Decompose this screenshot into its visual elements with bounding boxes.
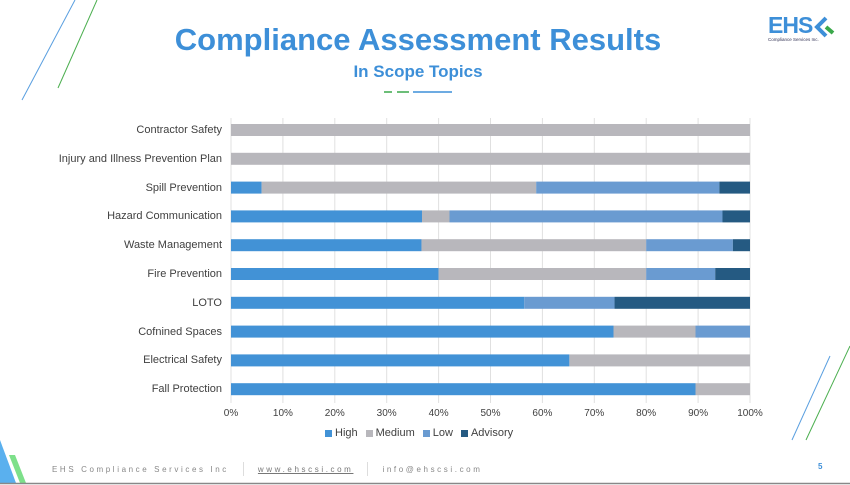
footer-company: EHS Compliance Services Inc xyxy=(52,464,229,474)
footer-website-link[interactable]: www.ehscsi.com xyxy=(257,464,354,474)
x-tick-label: 100% xyxy=(737,408,763,419)
bar-high-segment xyxy=(231,325,614,338)
footer-divider xyxy=(367,462,369,476)
legend-swatch xyxy=(422,429,430,437)
legend-label: Medium xyxy=(375,427,415,439)
bar-low-segment xyxy=(524,296,615,309)
category-label: Fall Protection xyxy=(151,383,222,396)
category-label: Cofnined Spaces xyxy=(138,325,222,338)
bar-low-segment xyxy=(695,325,750,338)
bar-medium-segment xyxy=(695,383,750,396)
category-label: Contractor Safety xyxy=(136,124,222,136)
bar-advisory-segment xyxy=(719,181,750,194)
legend-swatch xyxy=(365,429,373,437)
x-tick-label: 40% xyxy=(428,408,449,419)
legend-item: Medium xyxy=(365,427,415,439)
bar-medium-segment xyxy=(421,239,647,252)
category-label: LOTO xyxy=(192,296,222,309)
company-logo: EHS Compliance Services Inc. xyxy=(768,14,836,50)
bar-high-segment xyxy=(231,181,262,194)
category-label: Waste Management xyxy=(123,239,222,252)
x-tick-label: 80% xyxy=(636,408,657,419)
category-label: Fire Prevention xyxy=(147,268,222,280)
bar-high-segment xyxy=(231,239,422,252)
logo-text: EHS xyxy=(768,12,813,38)
bar-medium-segment xyxy=(569,354,750,367)
page-subtitle: In Scope Topics xyxy=(353,62,483,81)
legend-swatch xyxy=(460,429,468,437)
bar-medium-segment xyxy=(438,268,647,280)
footer-divider xyxy=(242,462,244,476)
chart-legend: High Medium Low Advisory xyxy=(325,427,513,439)
x-tick-label: 0% xyxy=(223,408,239,419)
decor-line-blue-bottom xyxy=(791,355,831,441)
category-label: Spill Prevention xyxy=(145,181,222,194)
page-number: 5 xyxy=(818,462,823,471)
bar-advisory-segment xyxy=(732,239,750,252)
bar-low-segment xyxy=(536,181,720,194)
decor-line-blue-top xyxy=(21,0,76,101)
legend-label: Low xyxy=(432,427,453,439)
bar-medium-segment xyxy=(231,124,750,136)
x-tick-label: 70% xyxy=(584,408,605,419)
x-tick-label: 10% xyxy=(272,408,293,419)
bar-low-segment xyxy=(449,210,723,223)
bar-low-segment xyxy=(646,268,716,280)
bar-high-segment xyxy=(231,296,525,309)
bar-low-segment xyxy=(646,239,733,252)
x-tick-label: 20% xyxy=(324,408,345,419)
bar-advisory-segment xyxy=(614,296,750,309)
footer-email: info@ehscsi.com xyxy=(382,464,483,474)
bar-high-segment xyxy=(231,268,439,280)
category-label: Hazard Communication xyxy=(107,210,222,223)
footer: EHS Compliance Services Inc www.ehscsi.c… xyxy=(52,462,482,476)
decor-line-green-bottom xyxy=(805,345,850,441)
decor-triangle-blue xyxy=(0,440,16,483)
bar-medium-segment xyxy=(613,325,696,338)
bar-high-segment xyxy=(231,383,696,396)
bar-medium-segment xyxy=(261,181,537,194)
decor-line-green-top xyxy=(57,0,98,89)
category-label: Injury and Illness Prevention Plan xyxy=(58,152,222,165)
x-tick-label: 30% xyxy=(376,408,397,419)
logo-tagline: Compliance Services Inc. xyxy=(768,37,819,42)
bar-medium-segment xyxy=(421,210,450,223)
legend-item: Advisory xyxy=(460,427,514,439)
bar-medium-segment xyxy=(231,152,750,165)
bar-advisory-segment xyxy=(722,210,750,223)
x-tick-label: 50% xyxy=(480,408,501,419)
category-label: Electrical Safety xyxy=(143,354,222,367)
logo-chevron-icon xyxy=(814,16,835,38)
x-tick-label: 60% xyxy=(532,408,553,419)
legend-swatch xyxy=(325,429,332,437)
bar-advisory-segment xyxy=(715,268,750,280)
bar-high-segment xyxy=(231,354,570,367)
page-title: Compliance Assessment Results xyxy=(174,22,662,57)
legend-label: High xyxy=(335,427,358,439)
legend-label: Advisory xyxy=(470,427,514,439)
x-tick-label: 90% xyxy=(688,408,709,419)
decor-triangle-green xyxy=(9,455,26,483)
bar-high-segment xyxy=(231,210,422,223)
legend-item: High xyxy=(325,427,358,439)
legend-item: Low xyxy=(422,427,453,439)
